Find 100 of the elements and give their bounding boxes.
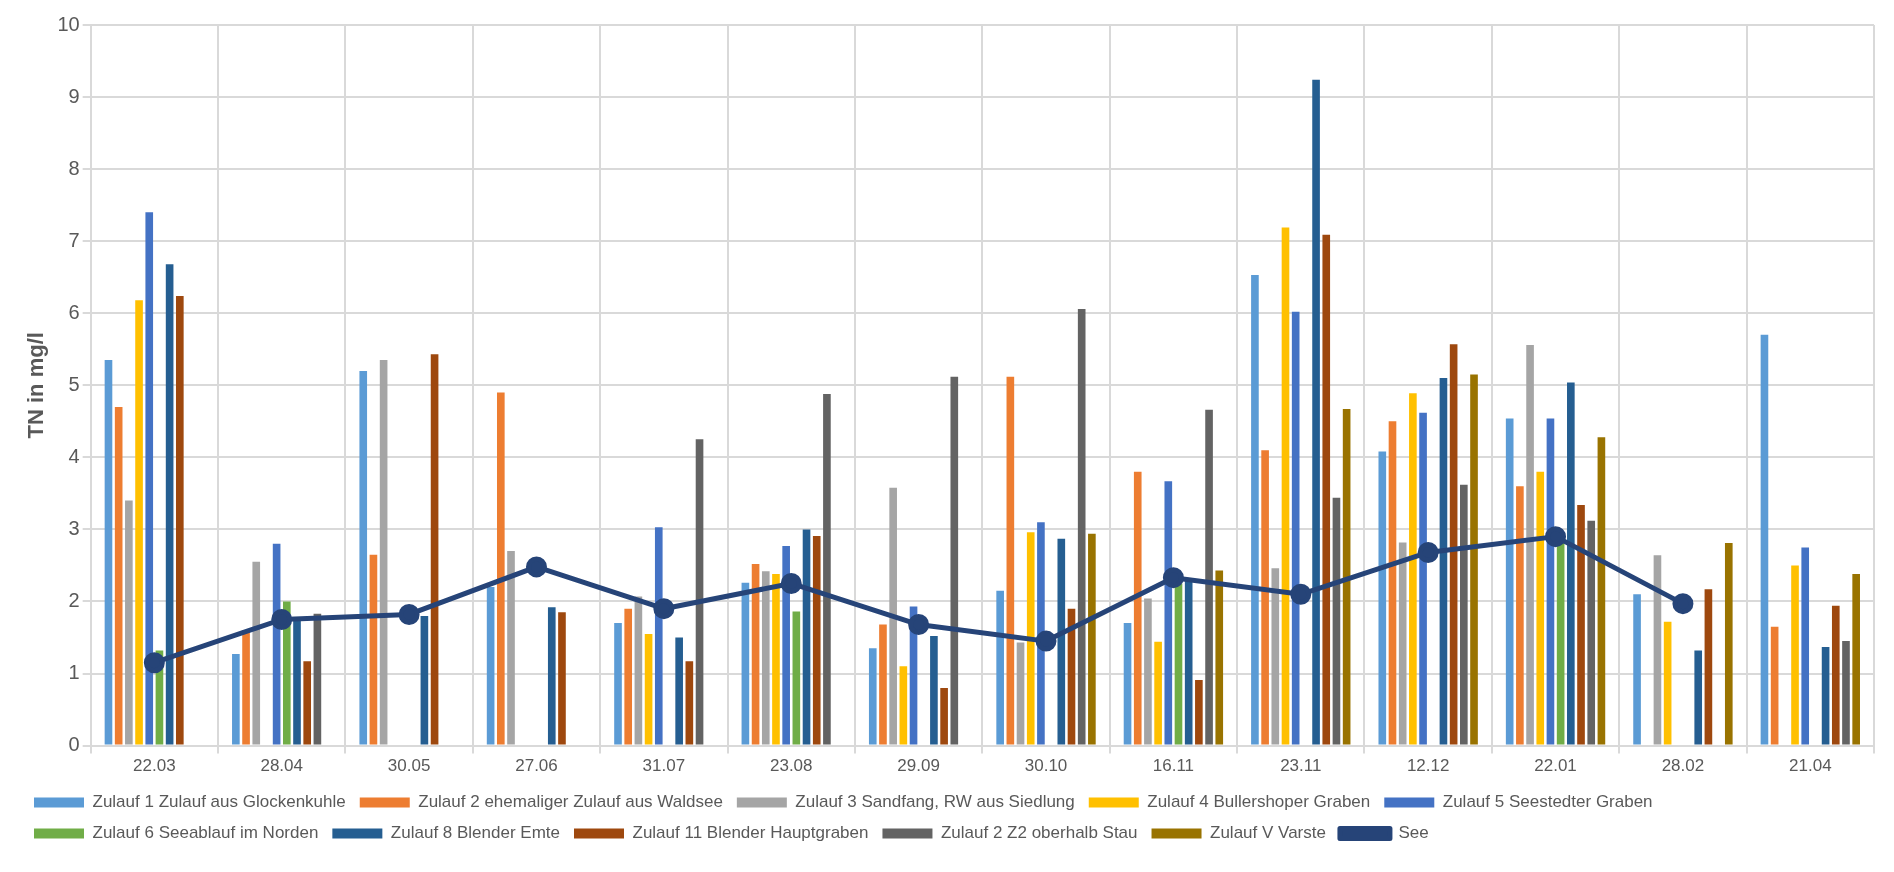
y-tick-label: 7 — [68, 228, 80, 251]
bar — [1332, 497, 1341, 745]
bar — [1536, 471, 1545, 745]
bar — [1852, 574, 1860, 745]
x-tick-label: 22.01 — [1534, 756, 1577, 776]
bar — [802, 529, 811, 745]
point — [1162, 567, 1184, 589]
bar — [1577, 504, 1585, 745]
bar — [1470, 374, 1478, 745]
legend-label: Zulauf 3 Sandfang, RW aus Siedlung — [795, 792, 1075, 812]
bar — [1516, 486, 1524, 745]
bar — [1378, 451, 1387, 745]
bar — [486, 587, 495, 745]
bar — [1587, 520, 1596, 745]
bar — [1704, 589, 1713, 745]
bar — [654, 527, 663, 745]
bar — [1821, 646, 1830, 745]
bar — [1567, 382, 1575, 745]
bar — [507, 551, 515, 745]
legend-label: Zulauf 8 Blender Emte — [390, 823, 561, 843]
bar — [1006, 376, 1015, 745]
bar — [1291, 311, 1300, 745]
bar — [1460, 484, 1468, 745]
legend-label: Zulauf 2 ehemaliger Zulauf aus Waldsee — [418, 792, 723, 812]
bar — [558, 612, 566, 745]
bar — [1281, 227, 1290, 745]
bar — [823, 393, 831, 745]
bar — [950, 376, 959, 745]
y-tick-label: 5 — [68, 372, 80, 395]
bar — [812, 535, 821, 745]
bar — [1439, 378, 1448, 745]
bar — [1205, 409, 1213, 745]
bar — [930, 636, 938, 745]
point — [1672, 593, 1694, 615]
legend-label: Zulauf 1 Zulauf aus Glockenkuhle — [92, 792, 346, 812]
bar — [899, 666, 908, 745]
bar — [1597, 437, 1606, 745]
x-tick-label: 28.04 — [260, 756, 303, 776]
y-tick-label: 8 — [68, 156, 80, 179]
bar — [175, 295, 184, 745]
y-tick-label: 2 — [68, 589, 80, 611]
bar — [125, 500, 133, 745]
x-tick-label: 30.10 — [1024, 756, 1068, 776]
bar — [379, 360, 388, 745]
bar — [1016, 642, 1025, 745]
bar — [1409, 393, 1417, 745]
legend-label: Zulauf 4 Bullershoper Graben — [1147, 792, 1371, 812]
bar — [1505, 418, 1514, 745]
bar — [293, 619, 301, 745]
bar — [1694, 650, 1703, 745]
bar — [1154, 641, 1162, 745]
x-tick-label: 22.03 — [133, 756, 176, 776]
y-tick-label: 9 — [68, 84, 80, 107]
bar — [1770, 626, 1779, 745]
bar — [420, 615, 429, 745]
bar — [1164, 481, 1173, 745]
bar — [1724, 543, 1733, 745]
legend-label: Zulauf V Varste — [1210, 823, 1326, 843]
point — [908, 614, 930, 636]
point — [398, 603, 420, 625]
bar — [1388, 421, 1397, 745]
x-tick-label: 29.09 — [897, 756, 940, 776]
bar — [879, 624, 887, 745]
bar — [695, 439, 704, 745]
x-tick-label: 23.08 — [769, 756, 813, 776]
point — [780, 572, 802, 594]
bar — [1215, 570, 1224, 745]
bar — [1526, 344, 1534, 745]
bar — [242, 630, 250, 745]
bar — [1271, 568, 1280, 745]
bar — [497, 392, 505, 745]
point — [1417, 541, 1439, 563]
point — [653, 598, 675, 620]
x-tick-label: 27.06 — [515, 756, 558, 776]
legend-label: Zulauf 6 Seeablauf im Norden — [92, 823, 319, 843]
bar — [252, 561, 261, 745]
bar — [1398, 542, 1407, 745]
bar — [1037, 522, 1045, 745]
bar — [624, 608, 633, 745]
x-tick-label: 23.11 — [1280, 756, 1322, 776]
bar — [1123, 623, 1132, 745]
bar — [114, 406, 123, 745]
bar — [303, 661, 312, 745]
bar — [1144, 598, 1152, 745]
bar — [772, 574, 780, 745]
bar — [1195, 680, 1203, 745]
bar — [685, 661, 694, 745]
bar — [1261, 450, 1269, 745]
bar — [1342, 409, 1351, 745]
y-tick-label: 1 — [68, 661, 80, 684]
bar — [761, 571, 770, 745]
point — [1290, 583, 1312, 605]
bar — [1184, 579, 1193, 745]
point — [271, 609, 293, 630]
bar — [1133, 471, 1142, 745]
bar — [1174, 583, 1183, 745]
bar — [614, 623, 622, 745]
bar — [1791, 565, 1799, 745]
legend-label: Zulauf 2 Z2 oberhalb Stau — [940, 823, 1138, 843]
bar — [675, 637, 683, 745]
